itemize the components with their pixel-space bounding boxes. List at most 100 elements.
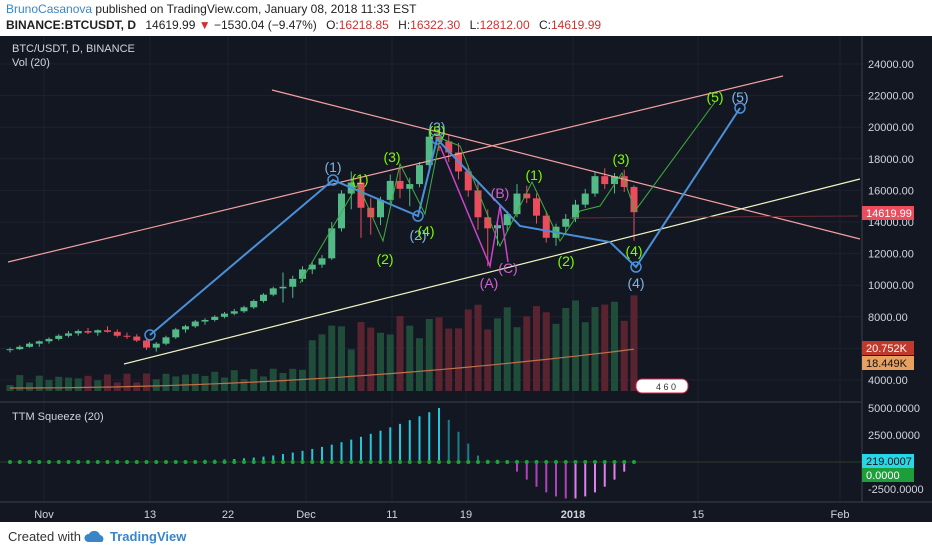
ttm-squeeze-dot [378,460,383,464]
volume-bar [601,304,609,391]
ttm-squeeze-dot [359,460,363,464]
candle-body [435,136,443,142]
ttm-squeeze-dot [446,460,451,464]
price-tick-label: 20000.00 [868,122,914,134]
tradingview-brand[interactable]: TradingView [110,529,187,544]
price-tick-label: 10000.00 [868,280,914,292]
ttm-squeeze-dot [115,460,120,464]
candle-body [172,329,180,338]
ttm-squeeze-dot [476,460,480,464]
volume-bar [269,368,277,391]
candle-body [191,321,199,327]
volume-bar [552,323,560,391]
time-tick-label: Feb [831,509,850,521]
tradingview-cloud-icon [84,530,106,547]
ttm-squeeze-dot [485,460,490,464]
ttm-squeeze-dot [183,460,188,464]
ttm-squeeze-dot [524,460,529,464]
volume-bar [455,328,462,391]
volume-bar [221,377,228,391]
ttm-tick-label: 5000.0000 [868,403,920,415]
ttm-tick-label: 2500.0000 [868,430,920,442]
candle-body [445,141,453,153]
volume-bar [611,301,618,391]
ttm-axis[interactable]: 5000.0000 2500.0000 -2500.0000 [868,403,924,496]
ttm-squeeze-dot [622,460,627,464]
ttm-squeeze-dot [329,460,334,464]
volume-bar [338,326,345,391]
volume-ma-tag-text: 18.449K [866,358,908,370]
ttm-squeeze-dot [563,460,568,464]
ttm-squeeze-dot [583,460,588,464]
volume-bar [494,318,501,391]
volume-bar [591,306,599,391]
wave-label-blue-2: (2) [409,227,426,243]
candle-body [65,333,72,336]
candle-body [299,269,306,279]
published-text: published on TradingView.com, January 08… [95,2,417,16]
author-link[interactable]: BrunoCasanova [6,2,93,16]
ttm-squeeze-dot [515,460,519,464]
volume-bar [260,376,267,391]
candle-body [230,311,238,314]
volume-bar [630,295,638,391]
time-tick-label: 2018 [561,509,585,521]
green-wave-path [299,101,716,284]
candle-body [591,176,599,194]
ttm-squeeze-dot [339,460,344,464]
descending-trendline [271,89,861,240]
candle-body [396,180,404,189]
volume-bar [572,300,579,391]
candle-body [162,337,170,344]
ttm-squeeze-dot [495,460,500,464]
chart-title: BTC/USDT, D, BINANCE [12,43,135,55]
ttm-squeeze-dot [125,460,129,464]
wave-label-green-2: (2) [376,251,393,267]
close-value: 14619.99 [550,18,602,32]
candle-body [94,330,102,333]
volume-bar [620,320,628,391]
candle-body [133,336,141,341]
event-marker[interactable] [635,378,689,394]
candle-body [279,286,287,289]
volume-bar [318,334,326,391]
upper-channel-line [7,75,784,263]
vol-legend: Vol (20) [12,57,50,69]
wave-point-marker [734,102,746,114]
volume-bar [143,373,150,391]
ttm-squeeze-dot [27,460,32,464]
ttm-squeeze-dot [417,460,422,464]
wave-label-blue-4: (4) [627,275,644,291]
created-with-text: Created with [8,529,81,544]
wave-point-marker [412,210,424,222]
high-label: H: [398,18,411,32]
candle-body [318,258,326,265]
volume-bar [123,373,131,391]
abc-correction-path [439,145,509,269]
candle-body [484,217,492,229]
chart-canvas[interactable]: (1)(2)(3)(4)(5)(1)(2)(3)(4)(5)(1)(2)(3)(… [0,36,932,522]
ttm-squeeze-dot [281,460,285,464]
volume-bar [250,369,258,391]
open-label: O: [326,18,339,32]
volume-bar [416,338,423,391]
volume-bar [445,328,453,391]
volume-ma-line [10,348,635,389]
time-axis[interactable]: Nov 13 22 Dec 11 19 2018 15 Feb [34,509,849,521]
volume-bar [230,370,238,391]
candle-body [123,335,131,337]
price-tick-label: 18000.00 [868,154,914,166]
volume-bar [172,376,180,391]
volume-bar [74,378,82,391]
volume-bar [464,309,472,391]
candle-body [572,204,579,219]
candle-body [513,193,521,215]
ttm-squeeze-dot [554,460,558,464]
candle-body [211,316,219,320]
candle-body [620,176,628,187]
price-level-line [569,215,859,219]
candle-body [84,331,92,333]
volume-bar [240,379,248,391]
candle-body [45,338,53,342]
ttm-squeeze-histogram [0,408,862,499]
